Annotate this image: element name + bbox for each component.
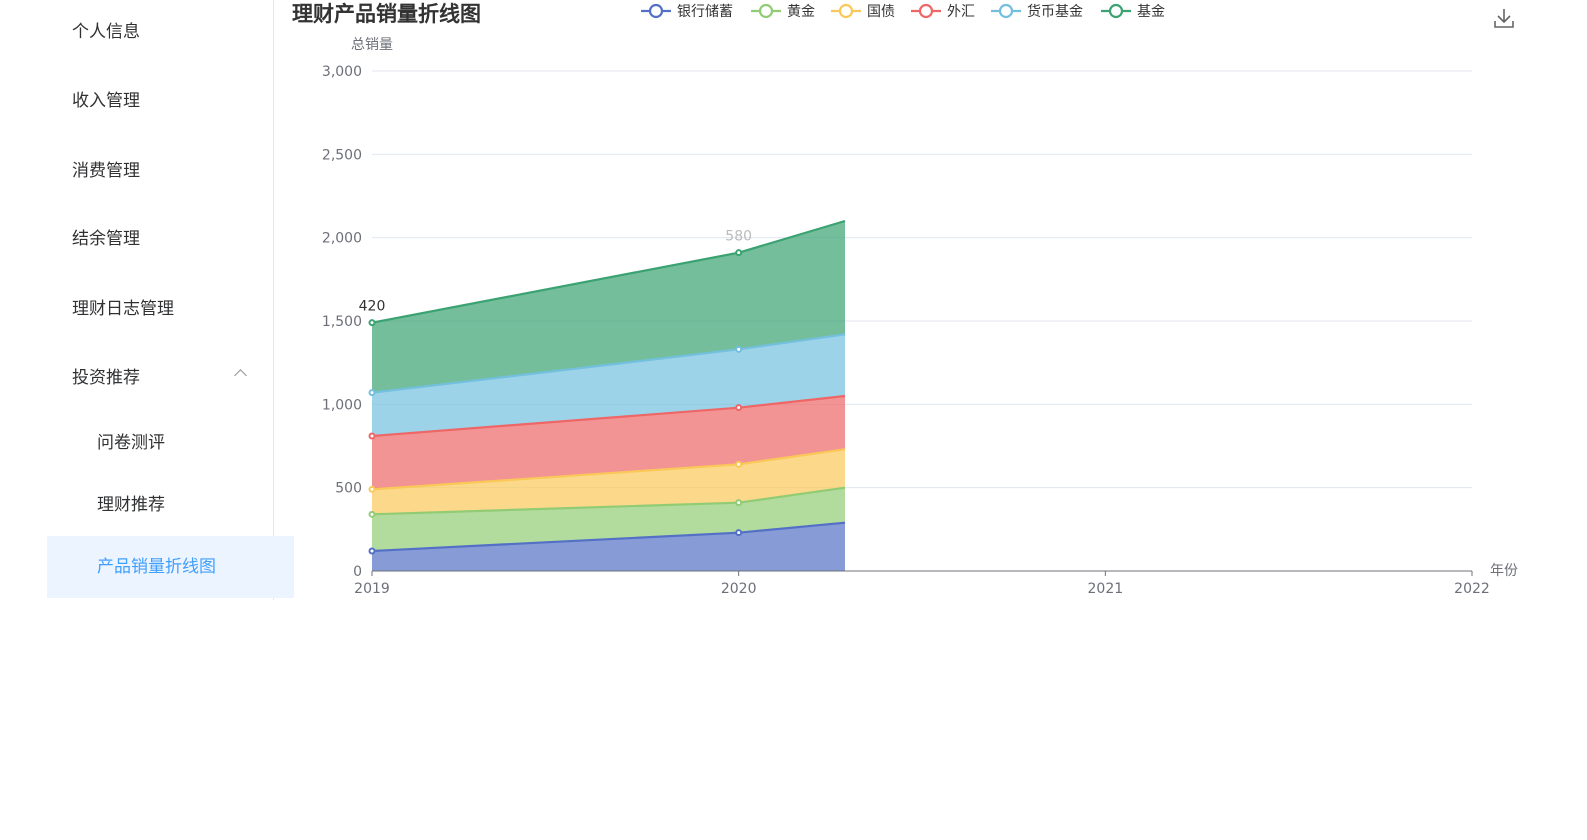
area-银行储蓄 [372, 522, 845, 571]
legend-label: 国债 [867, 4, 895, 20]
x-tick-label: 2020 [721, 581, 757, 597]
chart-title: 理财产品销量折线图 [292, 2, 481, 26]
legend-label: 黄金 [787, 4, 815, 20]
y-tick-label: 3,000 [322, 64, 362, 80]
legend-marker-icon [1101, 3, 1131, 19]
x-tick-label: 2021 [1088, 581, 1124, 597]
legend-label: 银行储蓄 [677, 4, 733, 20]
sidebar-item-investment[interactable]: 投资推荐 [72, 368, 140, 388]
x-axis-label: 年份 [1490, 563, 1518, 579]
legend-label: 基金 [1137, 4, 1165, 20]
sidebar-item-finance-log[interactable]: 理财日志管理 [72, 299, 174, 319]
legend-label: 外汇 [947, 4, 975, 20]
y-axis-label: 总销量 [351, 37, 393, 53]
sidebar-subitem-questionnaire[interactable]: 问卷测评 [97, 433, 165, 453]
y-tick-label: 500 [335, 481, 362, 497]
data-label: 420 [359, 299, 386, 315]
point-银行储蓄 [735, 529, 743, 537]
point-外汇 [368, 432, 376, 440]
y-tick-label: 2,000 [322, 231, 362, 247]
x-tick-label: 2019 [354, 581, 390, 597]
stacked-area-chart: 0 500 1,000 1,500 2,000 2,500 3,000 420 580 2019 2… [322, 37, 1518, 597]
y-tick-label: 0 [353, 564, 362, 580]
sidebar-menu: 个人信息 收入管理 消费管理 结余管理 理财日志管理 投资推荐 问卷测评 理财推… [0, 0, 274, 600]
point-货币基金 [735, 345, 743, 353]
sidebar-item-personal-info[interactable]: 个人信息 [72, 22, 140, 42]
point-黄金 [735, 499, 743, 507]
legend-marker-icon [641, 3, 671, 19]
y-tick-label: 1,000 [322, 397, 362, 413]
sidebar-item-consumption[interactable]: 消费管理 [72, 161, 140, 181]
legend-marker-icon [911, 3, 941, 19]
legend-marker-icon [831, 3, 861, 19]
sidebar-item-balance[interactable]: 结余管理 [72, 229, 140, 249]
legend-marker-icon [991, 3, 1021, 19]
point-国债 [735, 460, 743, 468]
area-货币基金 [372, 334, 845, 436]
sidebar-subitem-recommend[interactable]: 理财推荐 [97, 495, 165, 515]
x-tick-label: 2022 [1454, 581, 1490, 597]
sidebar-item-income[interactable]: 收入管理 [72, 91, 140, 111]
point-外汇 [735, 404, 743, 412]
legend-marker-icon [751, 3, 781, 19]
download-icon[interactable] [1492, 6, 1516, 30]
data-label: 580 [725, 229, 752, 245]
point-基金 [735, 249, 743, 257]
legend-label: 货币基金 [1027, 4, 1083, 20]
sidebar-subitem-sales-chart[interactable]: 产品销量折线图 [97, 557, 216, 577]
point-国债 [368, 485, 376, 493]
y-tick-label: 1,500 [322, 314, 362, 330]
point-黄金 [368, 510, 376, 518]
area-外汇 [372, 396, 845, 490]
point-银行储蓄 [368, 547, 376, 555]
y-tick-label: 2,500 [322, 147, 362, 163]
sidebar-active-item[interactable]: 产品销量折线图 [47, 536, 294, 598]
point-货币基金 [368, 389, 376, 397]
point-基金 [368, 319, 376, 327]
